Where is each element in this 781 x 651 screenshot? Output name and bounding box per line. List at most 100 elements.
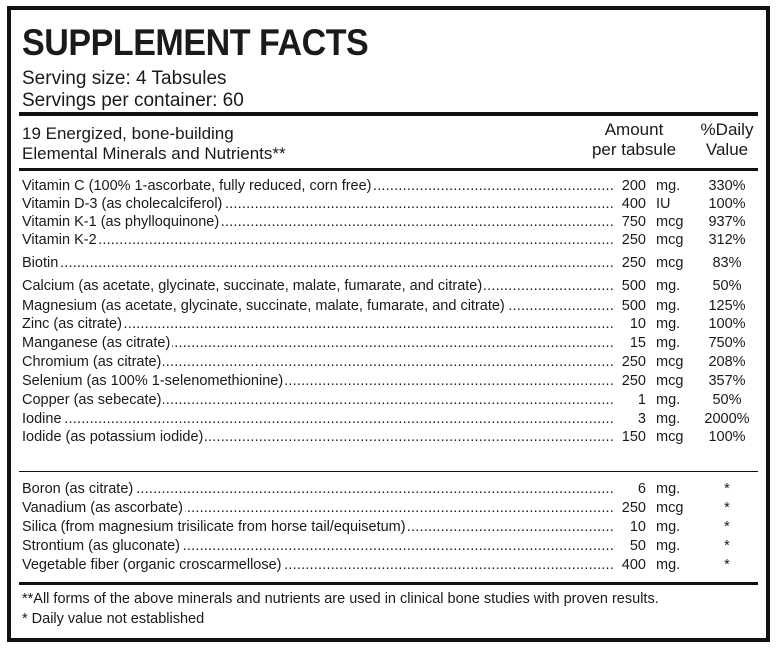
nutrient-name: Vanadium (as ascorbate) (22, 499, 185, 518)
section-divider (19, 471, 758, 472)
nutrient-header-description: 19 Energized, bone-building Elemental Mi… (22, 124, 286, 164)
nutrient-amount: 50 (614, 537, 646, 556)
nutrient-amount: 400 (614, 556, 646, 575)
nutrient-daily-value: 100% (708, 196, 746, 212)
nutrient-amount: 250 (614, 254, 646, 273)
nutrient-daily-value: 750% (708, 335, 746, 351)
nutrient-daily-value: 100% (708, 429, 746, 445)
nutrient-daily-value: 208% (708, 354, 746, 370)
nutrient-amount: 6 (614, 480, 646, 499)
nutrient-name: Vegetable fiber (organic croscarmellose) (22, 556, 284, 575)
clinical-footnote: **All forms of the above minerals and nu… (22, 591, 659, 607)
nutrient-name: Zinc (as citrate) (22, 315, 124, 334)
nutrient-row: ........................................… (22, 213, 764, 232)
nutrient-name: Boron (as citrate) (22, 480, 136, 499)
nutrient-amount: 1 (614, 391, 646, 410)
dot-leader: ........................................… (22, 316, 642, 332)
nutrient-daily-value: 357% (708, 373, 746, 389)
nutrient-daily-value: 50% (712, 278, 742, 294)
nutrient-name: Manganese (as citrate) (22, 334, 173, 353)
dv-header-line2: Value (705, 140, 749, 159)
nutrient-name: Vitamin C (100% 1-ascorbate, fully reduc… (22, 177, 374, 196)
serving-size: Serving size: 4 Tabsules (22, 68, 227, 89)
nutrient-name: Silica (from magnesium trisilicate from … (22, 518, 408, 537)
nutrient-amount: 750 (614, 213, 646, 232)
nutrient-unit: mg. (656, 411, 681, 427)
nutrient-name: Chromium (as citrate) (22, 353, 164, 372)
nutrient-unit: IU (656, 196, 671, 212)
nutrient-daily-value: * (724, 500, 730, 516)
dot-leader: ........................................… (22, 232, 642, 248)
amount-column-header: Amount per tabsule (579, 120, 689, 160)
nutrient-row: ........................................… (22, 391, 764, 410)
nutrient-unit: mg. (656, 316, 681, 332)
nutrient-row: ........................................… (22, 410, 764, 429)
nutrient-unit: mcg (656, 373, 684, 389)
nutrient-amount: 10 (614, 518, 646, 537)
nutrient-unit: mg. (656, 557, 681, 573)
footnote-divider (19, 582, 758, 585)
amount-header-line1: Amount (604, 120, 664, 139)
nutrient-row: ........................................… (22, 499, 764, 518)
nutrient-daily-value: 50% (712, 392, 742, 408)
nutrient-name: Calcium (as acetate, glycinate, succinat… (22, 277, 485, 296)
nutrient-amount: 500 (614, 297, 646, 316)
dot-leader: ........................................… (22, 392, 642, 408)
nutrient-name: Strontium (as gluconate) (22, 537, 182, 556)
daily-value-footnote: * Daily value not established (22, 611, 205, 627)
nutrient-amount: 250 (614, 499, 646, 518)
nutrient-unit: mcg (656, 354, 684, 370)
nutrient-name: Selenium (as 100% 1-selenomethionine) (22, 372, 286, 391)
header-desc-line2: Elemental Minerals and Nutrients** (22, 144, 286, 163)
header-divider (19, 112, 758, 116)
nutrient-unit: mg. (656, 335, 681, 351)
dot-leader: ........................................… (22, 411, 642, 427)
servings-per-container: Servings per container: 60 (22, 90, 244, 111)
nutrient-amount: 400 (614, 195, 646, 214)
nutrient-daily-value: 312% (708, 232, 746, 248)
nutrient-row: ........................................… (22, 518, 764, 537)
nutrient-row: ........................................… (22, 556, 764, 575)
nutrient-row: ........................................… (22, 334, 764, 353)
header-desc-line1: 19 Energized, bone-building (22, 124, 234, 143)
nutrient-amount: 10 (614, 315, 646, 334)
nutrient-amount: 15 (614, 334, 646, 353)
nutrient-unit: mcg (656, 255, 684, 271)
nutrient-unit: mcg (656, 429, 684, 445)
nutrient-amount: 250 (614, 353, 646, 372)
nutrient-amount: 250 (614, 372, 646, 391)
nutrient-row: ........................................… (22, 315, 764, 334)
nutrient-unit: mg. (656, 519, 681, 535)
nutrient-unit: mcg (656, 500, 684, 516)
nutrient-unit: mcg (656, 214, 684, 230)
nutrient-name: Biotin (22, 254, 61, 273)
nutrient-daily-value: * (724, 557, 730, 573)
nutrient-row: ........................................… (22, 480, 764, 499)
dot-leader: ........................................… (22, 354, 642, 370)
nutrient-daily-value: * (724, 538, 730, 554)
nutrient-name: Iodine (22, 410, 64, 429)
nutrient-row: ........................................… (22, 372, 764, 391)
nutrient-row: ........................................… (22, 297, 764, 316)
nutrient-row: ........................................… (22, 177, 764, 196)
nutrient-row: ........................................… (22, 428, 764, 447)
nutrient-unit: mcg (656, 232, 684, 248)
nutrient-name: Iodide (as potassium iodide) (22, 428, 206, 447)
daily-value-column-header: %Daily Value (691, 120, 763, 160)
nutrient-daily-value: 125% (708, 298, 746, 314)
table-top-divider (19, 168, 758, 171)
amount-header-line2: per tabsule (591, 140, 677, 159)
nutrient-daily-value: * (724, 519, 730, 535)
dot-leader: ........................................… (22, 481, 642, 497)
nutrient-row: ........................................… (22, 277, 764, 296)
nutrient-unit: mg. (656, 538, 681, 554)
nutrient-unit: mg. (656, 481, 681, 497)
nutrient-amount: 500 (614, 277, 646, 296)
nutrient-name: Vitamin K-1 (as phylloquinone) (22, 213, 222, 232)
nutrient-daily-value: * (724, 481, 730, 497)
nutrient-row: ........................................… (22, 231, 764, 250)
nutrient-daily-value: 83% (712, 255, 742, 271)
nutrient-name: Magnesium (as acetate, glycinate, succin… (22, 297, 507, 316)
nutrient-name: Copper (as sebecate) (22, 391, 164, 410)
nutrient-daily-value: 937% (708, 214, 746, 230)
